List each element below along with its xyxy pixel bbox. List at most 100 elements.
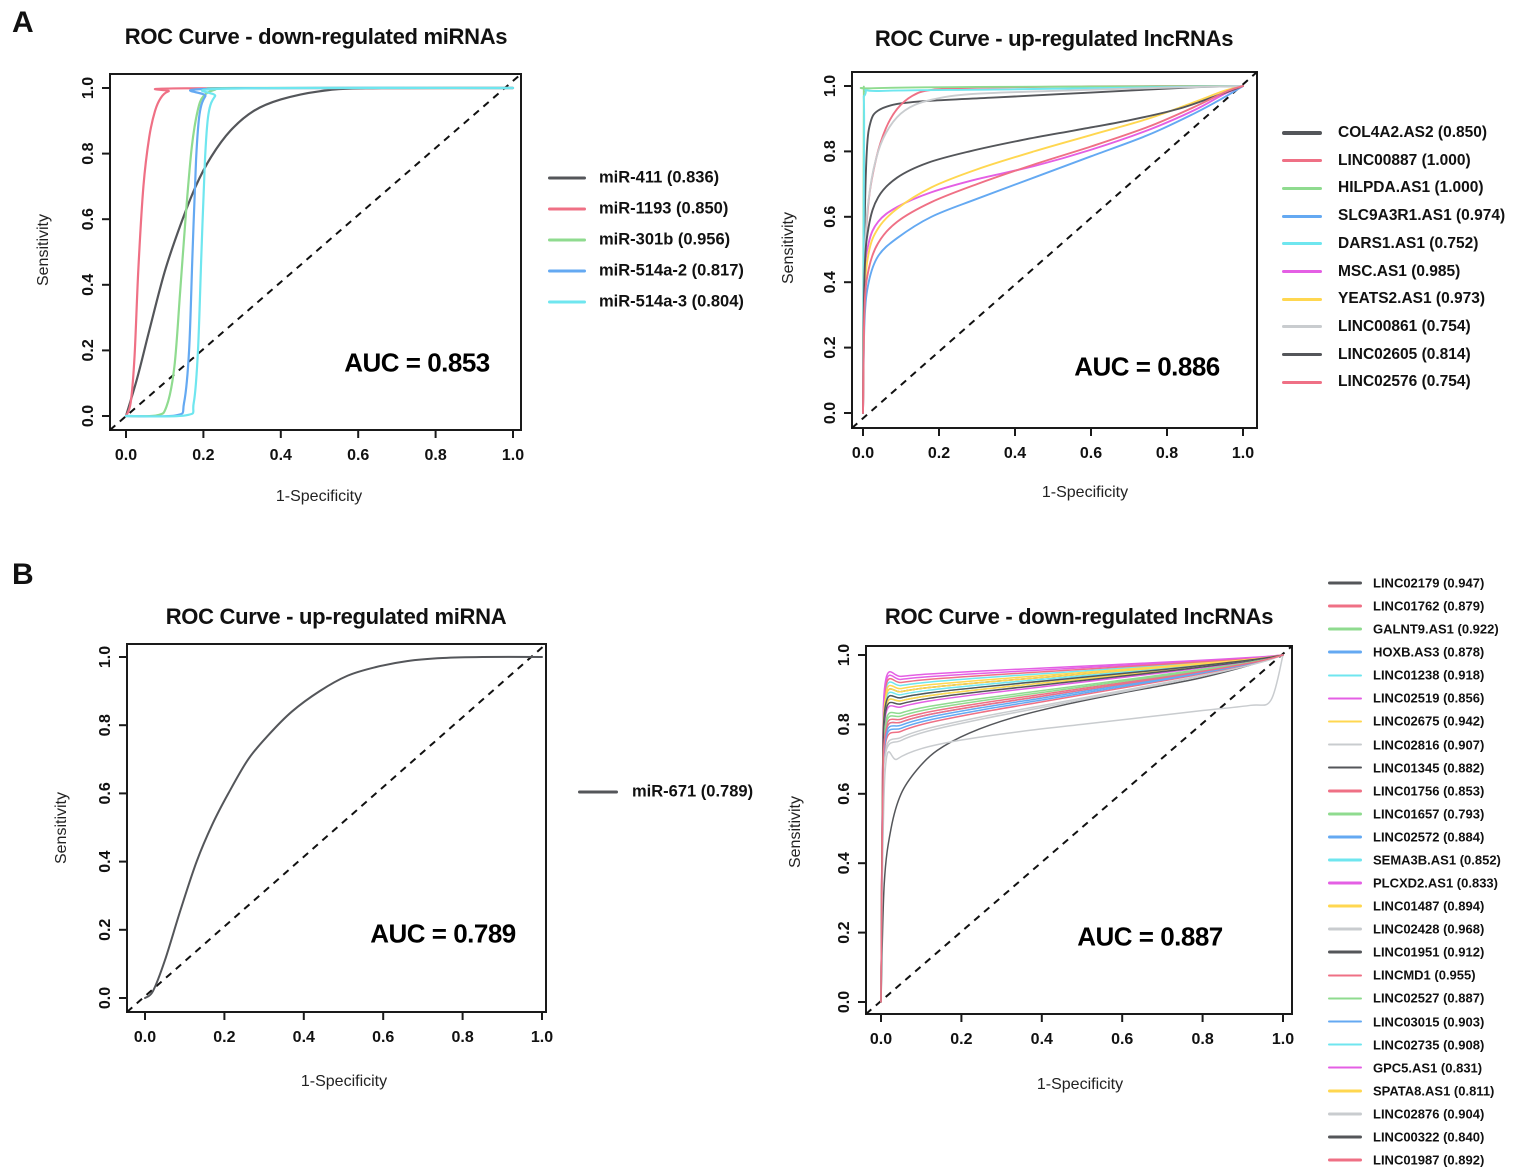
panel-label-b: B bbox=[12, 558, 34, 591]
x-tick-label: 0.0 bbox=[870, 1031, 892, 1048]
legend-item: LINC01762 (0.879) bbox=[1328, 599, 1484, 614]
y-axis-label-roc-down-lncrnas: Sensitivity bbox=[787, 795, 804, 869]
plot-roc-up-lncrnas: 0.0 0.0 0.2 0.2 0.4 0.4 0.6 0.6 0.8 0.8 1.0 1.0 bbox=[822, 71, 1258, 462]
y-tick-label: 0.8 bbox=[822, 140, 839, 162]
legend-swatch bbox=[1328, 650, 1362, 654]
legend-item: GPC5.AS1 (0.831) bbox=[1328, 1060, 1482, 1075]
x-tick-label: 0.4 bbox=[270, 447, 292, 464]
legend-item: SEMA3B.AS1 (0.852) bbox=[1328, 852, 1501, 867]
x-tick-label: 0.6 bbox=[347, 447, 369, 464]
legend-item: LINC01238 (0.918) bbox=[1328, 668, 1484, 683]
roc-curve-LINC01345 bbox=[880, 654, 1284, 1003]
legend-swatch bbox=[1282, 380, 1322, 384]
legend-swatch bbox=[1328, 1112, 1362, 1116]
plot-title-roc-up-lncrnas: ROC Curve - up-regulated lncRNAs bbox=[874, 26, 1234, 51]
legend-item: LINC02527 (0.887) bbox=[1328, 991, 1484, 1006]
legend-swatch bbox=[1328, 1043, 1362, 1046]
legend-label: miR-671 (0.789) bbox=[632, 782, 754, 801]
legend-label: miR-301b (0.956) bbox=[599, 230, 731, 249]
plot-roc-up-mirna: 0.0 0.0 0.2 0.2 0.4 0.4 0.6 0.6 0.8 0.8 1.0 1.0 bbox=[97, 643, 553, 1046]
chance-diagonal bbox=[865, 645, 1293, 1015]
legend-item: miR-411 (0.836) bbox=[548, 169, 719, 188]
panel-label-a: A bbox=[12, 6, 34, 39]
y-tick-label: 1.0 bbox=[80, 77, 97, 99]
legend-swatch bbox=[1282, 325, 1322, 329]
legend-label: DARS1.AS1 (0.752) bbox=[1338, 234, 1479, 252]
legend-item: LINC02605 (0.814) bbox=[1282, 346, 1471, 364]
x-tick-label: 0.4 bbox=[293, 1029, 315, 1046]
y-axis-label-roc-up-mirna: Sensitivity bbox=[53, 791, 70, 865]
x-axis-label-roc-up-lncrnas: 1-Specificity bbox=[1041, 484, 1129, 501]
y-tick-label: 0.0 bbox=[97, 987, 114, 1009]
legend-label: PLCXD2.AS1 (0.833) bbox=[1373, 875, 1498, 891]
roc-curve-miR-671 bbox=[144, 655, 543, 999]
legend-label: LINC01657 (0.793) bbox=[1373, 806, 1485, 822]
legend-swatch bbox=[1328, 604, 1362, 608]
legend-swatch bbox=[1328, 1135, 1362, 1139]
legend-item: miR-514a-3 (0.804) bbox=[548, 293, 744, 312]
legend-item: LINC01951 (0.912) bbox=[1328, 945, 1484, 960]
y-tick-label: 0.2 bbox=[822, 336, 839, 358]
y-tick-label: 0.2 bbox=[836, 921, 853, 943]
legend-item: LINC00887 (1.000) bbox=[1282, 152, 1471, 170]
y-tick-label: 1.0 bbox=[836, 644, 853, 666]
auc-label-roc-up-lncrnas: AUC = 0.886 bbox=[1074, 351, 1220, 382]
legend-swatch bbox=[1328, 835, 1362, 839]
legend-item: LINC02428 (0.968) bbox=[1328, 922, 1484, 937]
legend-label: SLC9A3R1.AS1 (0.974) bbox=[1338, 207, 1506, 225]
x-tick-label: 0.8 bbox=[451, 1029, 473, 1046]
legend-swatch bbox=[1328, 581, 1362, 585]
legend-label: LINC00887 (1.000) bbox=[1338, 151, 1471, 169]
y-tick-label: 0.6 bbox=[822, 206, 839, 228]
legend-label: LINC02675 (0.942) bbox=[1373, 713, 1485, 729]
legend-swatch bbox=[1328, 1066, 1362, 1069]
legend-swatch bbox=[548, 207, 586, 211]
legend-swatch bbox=[1282, 353, 1322, 357]
auc-label-roc-up-mirna: AUC = 0.789 bbox=[370, 918, 516, 949]
legend-swatch bbox=[548, 269, 586, 273]
y-tick-label: 0.8 bbox=[836, 713, 853, 735]
plot-box bbox=[126, 643, 547, 1013]
roc-curve-miR-411 bbox=[124, 86, 515, 418]
legend-label: MSC.AS1 (0.985) bbox=[1338, 262, 1461, 280]
legend-swatch bbox=[1328, 881, 1362, 885]
roc-curve-LINC02428 bbox=[880, 654, 1284, 1003]
x-axis-label-roc-up-mirna: 1-Specificity bbox=[300, 1073, 388, 1090]
legend-swatch bbox=[1328, 812, 1362, 816]
legend-label: LINC02605 (0.814) bbox=[1338, 345, 1471, 363]
legend-label: LINC02816 (0.907) bbox=[1373, 737, 1485, 753]
legend-swatch bbox=[1282, 214, 1322, 218]
legend-swatch bbox=[1282, 297, 1322, 301]
legend-item: miR-1193 (0.850) bbox=[548, 200, 728, 219]
legend-item: LINC01657 (0.793) bbox=[1328, 806, 1484, 821]
legend-item: LINC00861 (0.754) bbox=[1282, 318, 1471, 336]
legend-swatch bbox=[1328, 858, 1362, 862]
chance-diagonal bbox=[126, 643, 547, 1013]
legend-item: LINC02876 (0.904) bbox=[1328, 1106, 1484, 1121]
y-tick-label: 0.2 bbox=[80, 339, 97, 361]
legend-item: LINC01487 (0.894) bbox=[1328, 899, 1484, 914]
plot-title-roc-down-lncrnas: ROC Curve - down-regulated lncRNAs bbox=[884, 604, 1274, 629]
x-axis-label-roc-down-lncrnas: 1-Specificity bbox=[1036, 1076, 1124, 1093]
legend-label: LINC02576 (0.754) bbox=[1338, 373, 1471, 391]
legend-item: LINCMD1 (0.955) bbox=[1328, 968, 1476, 983]
legend-label: LINC03015 (0.903) bbox=[1373, 1014, 1485, 1030]
y-tick-label: 0.6 bbox=[97, 782, 114, 804]
legend-swatch bbox=[1328, 974, 1362, 977]
x-tick-label: 0.6 bbox=[372, 1029, 394, 1046]
legend-swatch bbox=[1282, 269, 1322, 274]
legend-item: DARS1.AS1 (0.752) bbox=[1282, 235, 1478, 253]
legend-label: LINC02735 (0.908) bbox=[1373, 1037, 1485, 1053]
y-tick-label: 0.0 bbox=[80, 405, 97, 427]
legend-label: miR-1193 (0.850) bbox=[599, 199, 729, 218]
x-tick-label: 0.8 bbox=[1191, 1031, 1213, 1048]
legend-label: miR-514a-3 (0.804) bbox=[599, 292, 744, 311]
legend-swatch bbox=[1328, 950, 1362, 954]
legend-label: LINC02876 (0.904) bbox=[1373, 1106, 1485, 1122]
legend-item: miR-514a-2 (0.817) bbox=[548, 262, 744, 281]
legend-label: GPC5.AS1 (0.831) bbox=[1373, 1060, 1483, 1076]
x-tick-label: 0.0 bbox=[852, 445, 874, 462]
y-tick-label: 0.4 bbox=[97, 850, 114, 872]
roc-curve-miR-514a-3 bbox=[124, 86, 515, 418]
x-tick-label: 1.0 bbox=[531, 1029, 553, 1046]
